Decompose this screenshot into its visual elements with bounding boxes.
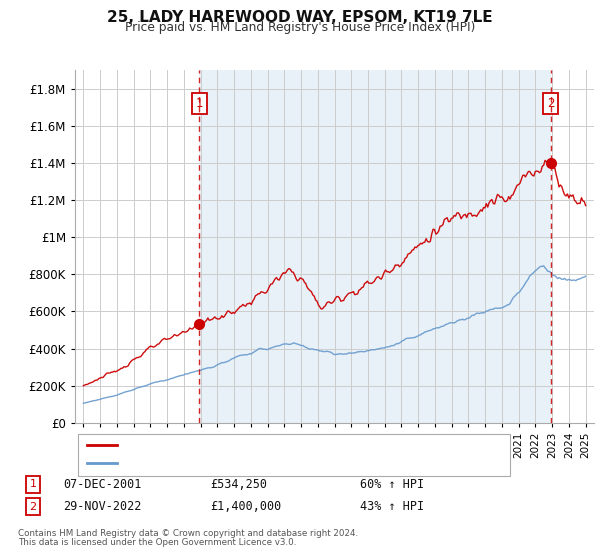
Text: 1: 1: [29, 479, 37, 489]
Text: 2: 2: [547, 97, 554, 110]
Text: 25, LADY HAREWOOD WAY, EPSOM, KT19 7LE (detached house): 25, LADY HAREWOOD WAY, EPSOM, KT19 7LE (…: [121, 440, 469, 450]
Bar: [199, 70, 551, 423]
Text: HPI: Average price, detached house, Epsom and Ewell: HPI: Average price, detached house, Epso…: [121, 458, 416, 468]
Text: 07-DEC-2001: 07-DEC-2001: [63, 478, 142, 491]
Text: 2: 2: [29, 502, 37, 512]
Text: Price paid vs. HM Land Registry's House Price Index (HPI): Price paid vs. HM Land Registry's House …: [125, 21, 475, 34]
Text: 29-NOV-2022: 29-NOV-2022: [63, 500, 142, 514]
Text: 60% ↑ HPI: 60% ↑ HPI: [360, 478, 424, 491]
Text: 1: 1: [196, 97, 203, 110]
Text: This data is licensed under the Open Government Licence v3.0.: This data is licensed under the Open Gov…: [18, 539, 296, 548]
Text: £534,250: £534,250: [210, 478, 267, 491]
Text: £1,400,000: £1,400,000: [210, 500, 281, 514]
Text: 25, LADY HAREWOOD WAY, EPSOM, KT19 7LE: 25, LADY HAREWOOD WAY, EPSOM, KT19 7LE: [107, 10, 493, 25]
Text: 43% ↑ HPI: 43% ↑ HPI: [360, 500, 424, 514]
Text: Contains HM Land Registry data © Crown copyright and database right 2024.: Contains HM Land Registry data © Crown c…: [18, 530, 358, 539]
